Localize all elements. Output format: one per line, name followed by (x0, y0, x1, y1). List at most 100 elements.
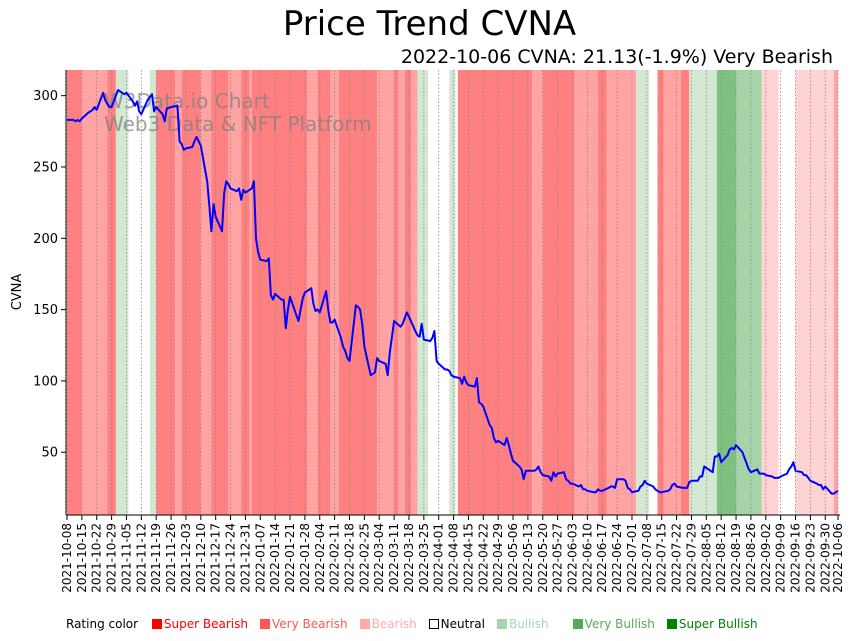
x-tick-label: 2021-12-17 (209, 523, 223, 593)
rating-bands (67, 70, 838, 515)
x-tick-label: 2021-12-31 (238, 523, 252, 593)
x-tick-label: 2022-05-06 (506, 523, 520, 593)
rating-band (778, 70, 796, 515)
x-tick-label: 2022-04-29 (491, 523, 505, 593)
x-tick-label: 2022-07-01 (625, 523, 639, 593)
rating-band (795, 70, 834, 515)
legend-item: Bullish (496, 617, 551, 631)
x-tick-label: 2022-09-23 (803, 523, 817, 593)
legend-label: Rating color (66, 617, 139, 631)
rating-band (377, 70, 395, 515)
rating-band (330, 70, 339, 515)
legend-item: Neutral (428, 617, 487, 631)
x-tick-label: 2021-12-24 (224, 523, 238, 593)
x-tick-label: 2022-06-17 (595, 523, 609, 593)
rating-band (417, 70, 429, 515)
x-tick-label: 2022-07-22 (670, 523, 684, 593)
legend-item-label: Bullish (508, 617, 549, 631)
x-tick-label: 2022-06-03 (566, 523, 580, 593)
x-tick-label: 2022-09-02 (759, 523, 773, 593)
x-tick-label: 2022-04-01 (432, 523, 446, 593)
y-axis-ticks: 50 100 150 200 250 300 (33, 89, 66, 461)
legend-item-label: Super Bearish (163, 617, 248, 631)
rating-band (663, 70, 681, 515)
x-tick-label: 2021-12-10 (194, 523, 208, 593)
rating-band (251, 70, 308, 515)
x-tick-label: 2022-09-30 (818, 523, 832, 593)
rating-band (657, 70, 664, 515)
watermark: W3Data.io Chart Web3 Data & NFT Platform (104, 89, 372, 136)
x-tick-label: 2021-11-19 (149, 523, 163, 593)
rating-band (680, 70, 690, 515)
rating-band (394, 70, 399, 515)
x-tick-label: 2022-01-28 (298, 523, 312, 593)
axes (65, 70, 840, 516)
y-tick-label: 150 (33, 303, 58, 318)
rating-band (411, 70, 418, 515)
x-tick-label: 2022-03-25 (417, 523, 431, 593)
rating-band (67, 70, 82, 515)
rating-band (81, 70, 108, 515)
legend-item: Very Bullish (572, 617, 657, 631)
legend-swatch (572, 619, 583, 629)
x-tick-label: 2022-08-12 (714, 523, 728, 593)
rating-band (156, 70, 176, 515)
x-tick-label: 2021-10-15 (75, 523, 89, 593)
x-tick-label: 2022-02-25 (357, 523, 371, 593)
rating-band (597, 70, 607, 515)
rating-band (181, 70, 201, 515)
price-line (67, 89, 839, 495)
x-tick-label: 2022-07-08 (640, 523, 654, 593)
legend-swatch (496, 619, 507, 629)
rating-band (455, 70, 458, 515)
rating-band (228, 70, 242, 515)
x-tick-label: 2022-09-09 (774, 523, 788, 593)
x-tick-label: 2021-10-08 (60, 523, 74, 593)
x-tick-label: 2022-05-13 (521, 523, 535, 593)
legend-item: Super Bullish (666, 617, 760, 631)
rating-band (115, 70, 129, 515)
x-tick-label: 2021-11-05 (119, 523, 133, 593)
legend-item-label: Very Bullish (584, 617, 655, 631)
y-axis-label: CVNA (10, 274, 25, 311)
chart-title: Price Trend CVNA (282, 4, 577, 44)
rating-band (428, 70, 450, 515)
chart-subtitle: 2022-10-06 CVNA: 21.13(-1.9%) Very Beari… (400, 46, 833, 68)
y-tick-label: 200 (33, 232, 58, 247)
legend-swatch (359, 619, 370, 629)
legend-item-label: Bearish (371, 617, 417, 631)
legend-item-label: Neutral (440, 617, 485, 631)
x-axis-ticks: 2021-10-08 2021-10-15 2021-10-22 2021-10-29… (60, 515, 845, 593)
x-tick-label: 2021-10-22 (90, 523, 104, 593)
rating-band (211, 70, 229, 515)
rating-band (175, 70, 182, 515)
rating-band (398, 70, 405, 515)
x-tick-label: 2022-03-11 (387, 523, 401, 593)
x-tick-label: 2022-04-22 (476, 523, 490, 593)
x-tick-label: 2022-02-04 (313, 523, 327, 593)
x-tick-label: 2022-01-07 (253, 523, 267, 593)
rating-band (241, 70, 250, 515)
rating-band (200, 70, 212, 515)
rating-band (338, 70, 378, 515)
rating-band (833, 70, 838, 515)
rating-band (574, 70, 598, 515)
watermark-line-1: W3Data.io Chart (104, 89, 270, 113)
rating-band (107, 70, 116, 515)
x-tick-label: 2022-09-16 (789, 523, 803, 593)
legend-item: Super Bearish (151, 617, 250, 631)
x-tick-label: 2021-10-29 (105, 523, 119, 593)
legend-item-label: Very Bearish (271, 617, 348, 631)
rating-band (689, 70, 717, 515)
rating-band (542, 70, 575, 515)
x-tick-label: 2022-05-27 (551, 523, 565, 593)
x-tick-label: 2022-07-15 (655, 523, 669, 593)
rating-band (317, 70, 331, 515)
x-tick-label: 2022-08-26 (744, 523, 758, 593)
legend-swatch (428, 619, 439, 629)
legend-item: Bearish (359, 617, 419, 631)
legend-swatch (151, 619, 162, 629)
x-tick-label: 2022-06-24 (610, 523, 624, 593)
rating-band (606, 70, 637, 515)
